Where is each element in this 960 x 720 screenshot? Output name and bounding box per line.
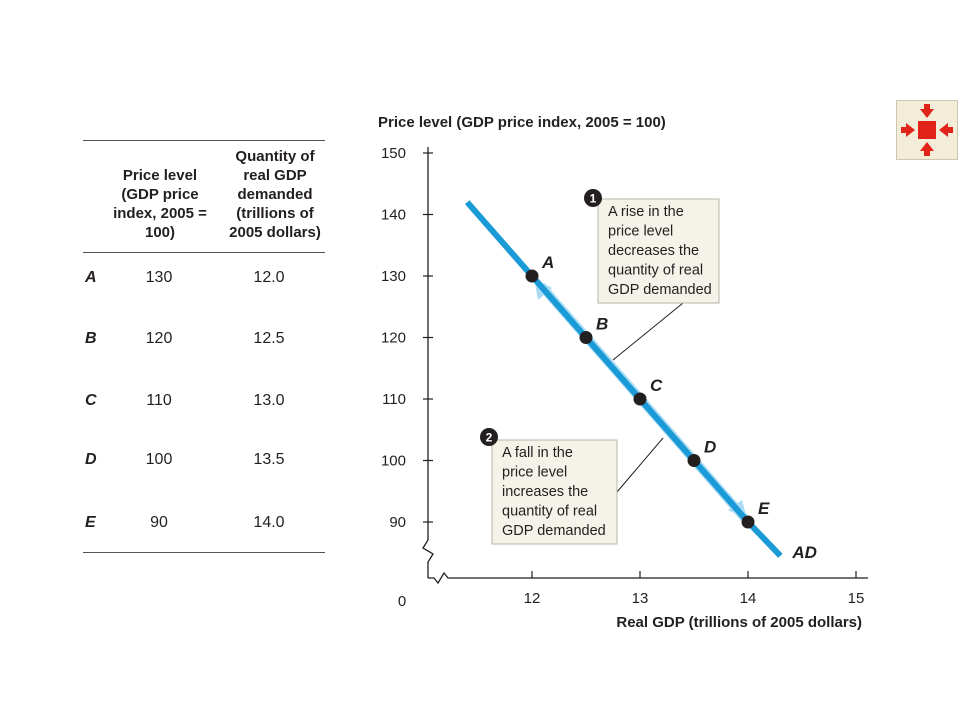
callout-text-line: quantity of real — [608, 263, 703, 279]
callout-text-line: price level — [608, 224, 673, 240]
callout-box-2 — [491, 439, 618, 545]
callout-leader-1 — [612, 302, 684, 361]
x-tick-label: 15 — [848, 590, 865, 607]
callout-text-line: A rise in the — [608, 204, 684, 220]
y-tick-label: 140 — [381, 207, 406, 224]
point-label-b: B — [596, 315, 608, 334]
callout-leader-2 — [616, 437, 664, 493]
ad-curve-label: AD — [791, 543, 817, 562]
header-quantity-demanded: Quantity of real GDP demanded (trillions… — [229, 148, 321, 241]
row-a-quantity: 12.0 — [253, 269, 285, 286]
callout-text-line: GDP demanded — [608, 282, 712, 298]
y-tick-label: 100 — [381, 453, 406, 470]
callout-box-1 — [597, 198, 720, 304]
y-tick-label: 110 — [382, 391, 406, 408]
row-label-a: A — [85, 269, 97, 286]
x-axis-title: Real GDP (trillions of 2005 dollars) — [616, 614, 862, 631]
row-label-e: E — [85, 514, 96, 531]
y-tick-label: 120 — [381, 330, 406, 347]
x-tick-label: 14 — [740, 590, 757, 607]
point-label-e: E — [758, 499, 770, 518]
callout-number-badge-2 — [480, 428, 498, 446]
data-point-d — [687, 454, 701, 467]
data-point-a — [525, 269, 539, 283]
expand-arrows-icon — [901, 104, 953, 156]
row-label-d: D — [85, 451, 97, 468]
callout-text-line: A fall in the — [502, 445, 573, 461]
point-label-a: A — [541, 253, 554, 272]
origin-label: 0 — [398, 593, 406, 610]
callout-number-1: 1 — [590, 192, 597, 206]
y-axis-break — [422, 539, 434, 578]
callout-number-badge-1 — [584, 189, 602, 207]
row-b-price: 120 — [145, 330, 173, 347]
row-b-quantity: 12.5 — [253, 330, 285, 347]
row-d-quantity: 13.5 — [253, 451, 285, 468]
x-tick-label: 12 — [524, 590, 541, 607]
row-e-price: 90 — [150, 514, 168, 531]
row-c-price: 110 — [146, 392, 172, 409]
table-header-rule — [83, 252, 325, 253]
x-axis-line — [428, 571, 868, 585]
point-label-c: C — [650, 376, 663, 395]
expand-button[interactable] — [896, 100, 958, 160]
table-top-rule — [83, 140, 325, 141]
data-point-b — [579, 331, 593, 344]
row-e-quantity: 14.0 — [253, 514, 285, 531]
callout-text-line: price level — [502, 465, 567, 481]
data-point-c — [633, 392, 647, 406]
y-tick-label: 150 — [381, 145, 406, 162]
y-tick-label: 90 — [389, 514, 406, 531]
y-axis-title: Price level (GDP price index, 2005 = 100… — [378, 114, 666, 131]
callout-number-2: 2 — [486, 431, 493, 445]
callout-text-line: decreases the — [608, 243, 699, 259]
demand-schedule-table: Price level (GDP price index, 2005 = 100… — [0, 0, 340, 600]
header-price-level: Price level (GDP price index, 2005 = 100… — [113, 167, 207, 241]
y-tick-label: 130 — [381, 268, 406, 285]
row-c-quantity: 13.0 — [253, 392, 285, 409]
table-bottom-rule — [83, 552, 325, 553]
row-a-price: 130 — [145, 269, 173, 286]
callout-text-line: GDP demanded — [502, 523, 606, 539]
callout-text-line: increases the — [502, 484, 588, 500]
row-d-price: 100 — [145, 451, 173, 468]
row-label-c: C — [85, 392, 97, 409]
data-point-e — [741, 515, 755, 529]
callout-text-line: quantity of real — [502, 504, 597, 520]
x-tick-label: 13 — [632, 590, 649, 607]
row-label-b: B — [85, 330, 97, 347]
point-label-d: D — [704, 438, 716, 457]
